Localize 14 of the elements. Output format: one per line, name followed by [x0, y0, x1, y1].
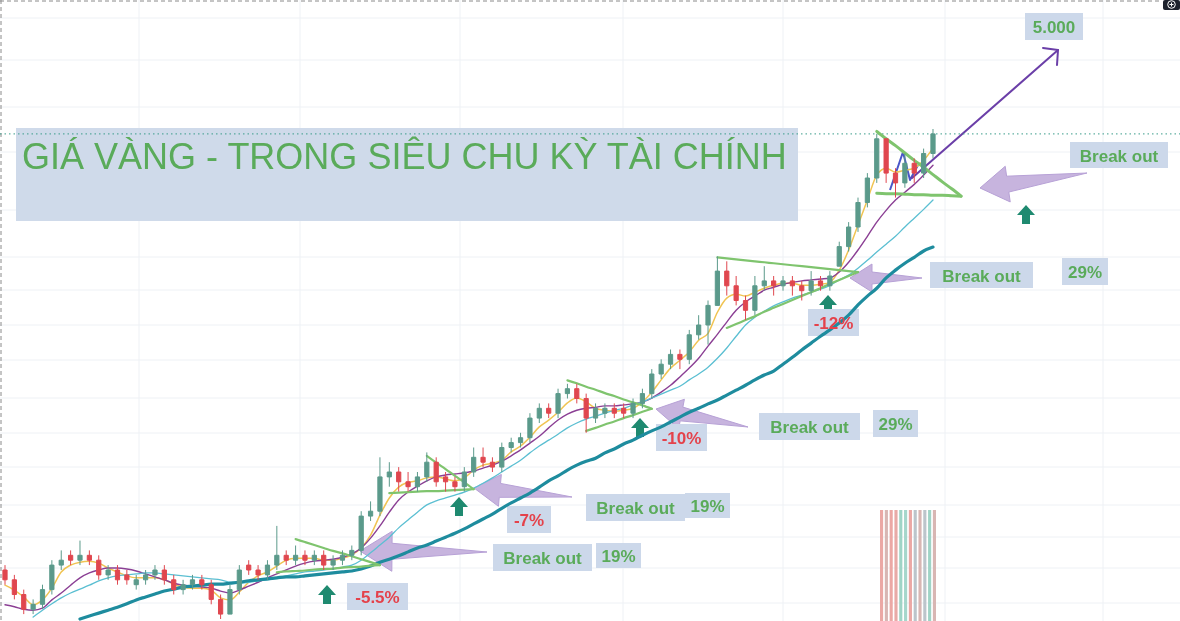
- annotation: Break out: [596, 499, 676, 518]
- annotation: 29%: [878, 415, 913, 434]
- chart-title: GIÁ VÀNG - TRONG SIÊU CHU KỲ TÀI CHÍNH: [22, 136, 787, 177]
- annotation: -5.5%: [355, 588, 400, 607]
- annotation: -10%: [661, 429, 702, 448]
- annotation: 19%: [601, 547, 636, 566]
- annotation: -7%: [513, 511, 545, 530]
- text: 29%: [1067, 263, 1103, 282]
- annotation: Break out: [770, 418, 850, 437]
- annotation: 19%: [690, 497, 725, 516]
- annotation: Break out: [503, 549, 583, 568]
- text: Break out: [1079, 146, 1159, 166]
- text: 5.000: [1032, 18, 1076, 37]
- annotation: Break out: [942, 266, 1022, 286]
